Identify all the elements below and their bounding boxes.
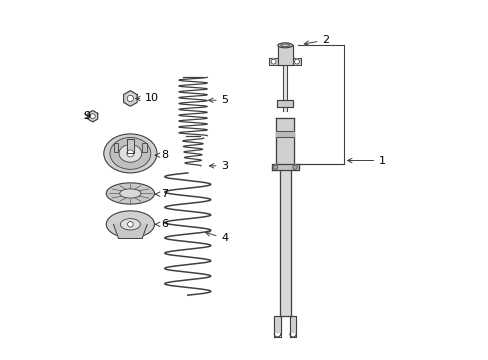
Polygon shape	[279, 170, 290, 316]
Bar	[142, 143, 146, 152]
Polygon shape	[276, 131, 294, 137]
Circle shape	[292, 165, 297, 169]
Circle shape	[294, 59, 299, 64]
Ellipse shape	[106, 183, 154, 204]
Polygon shape	[269, 58, 277, 64]
Polygon shape	[88, 111, 98, 122]
Polygon shape	[126, 139, 134, 153]
Polygon shape	[123, 91, 137, 106]
Polygon shape	[277, 45, 292, 65]
Ellipse shape	[119, 145, 142, 162]
Text: 6: 6	[155, 219, 168, 229]
Text: 3: 3	[209, 161, 228, 171]
Polygon shape	[274, 316, 280, 332]
Text: 8: 8	[155, 150, 168, 160]
Ellipse shape	[277, 43, 292, 48]
Text: 1: 1	[347, 156, 386, 166]
Circle shape	[126, 150, 134, 157]
Circle shape	[90, 114, 95, 119]
Polygon shape	[271, 164, 298, 170]
Ellipse shape	[120, 219, 140, 230]
Text: 9: 9	[83, 111, 90, 121]
Text: 7: 7	[155, 189, 168, 199]
Polygon shape	[292, 58, 301, 64]
Circle shape	[127, 221, 133, 227]
Polygon shape	[276, 118, 294, 164]
Polygon shape	[283, 65, 287, 111]
Circle shape	[270, 59, 276, 64]
Polygon shape	[113, 224, 147, 238]
Polygon shape	[289, 316, 296, 332]
Ellipse shape	[106, 211, 154, 238]
Text: 5: 5	[208, 95, 228, 105]
Polygon shape	[277, 100, 292, 107]
Circle shape	[273, 165, 277, 169]
Text: 2: 2	[304, 35, 329, 45]
Ellipse shape	[103, 134, 157, 173]
Text: 4: 4	[205, 232, 228, 243]
Bar	[114, 143, 118, 152]
Circle shape	[127, 95, 133, 102]
Text: 10: 10	[135, 94, 159, 103]
Ellipse shape	[110, 138, 150, 169]
Ellipse shape	[120, 189, 141, 198]
